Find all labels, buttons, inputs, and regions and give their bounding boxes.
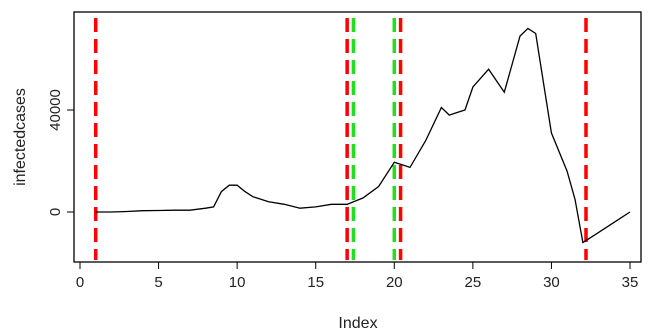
y-axis: 0 40000 <box>47 89 74 216</box>
x-tick-label: 0 <box>76 274 84 291</box>
y-tick-label: 0 <box>47 208 64 216</box>
change-point-lines <box>93 18 588 260</box>
x-axis: 0 5 10 15 20 25 30 35 <box>76 262 639 291</box>
y-axis-title: infectedcases <box>12 88 29 186</box>
x-tick-label: 30 <box>543 274 560 291</box>
plot-frame <box>73 11 642 263</box>
x-tick-label: 15 <box>307 274 324 291</box>
x-tick-label: 5 <box>154 274 162 291</box>
x-tick-label: 10 <box>229 274 246 291</box>
x-tick-label: 20 <box>386 274 403 291</box>
series-line <box>95 27 631 244</box>
y-tick-label: 40000 <box>47 89 64 131</box>
x-tick-label: 25 <box>465 274 482 291</box>
x-tick-label: 35 <box>622 274 639 291</box>
x-axis-title: Index <box>338 315 377 332</box>
